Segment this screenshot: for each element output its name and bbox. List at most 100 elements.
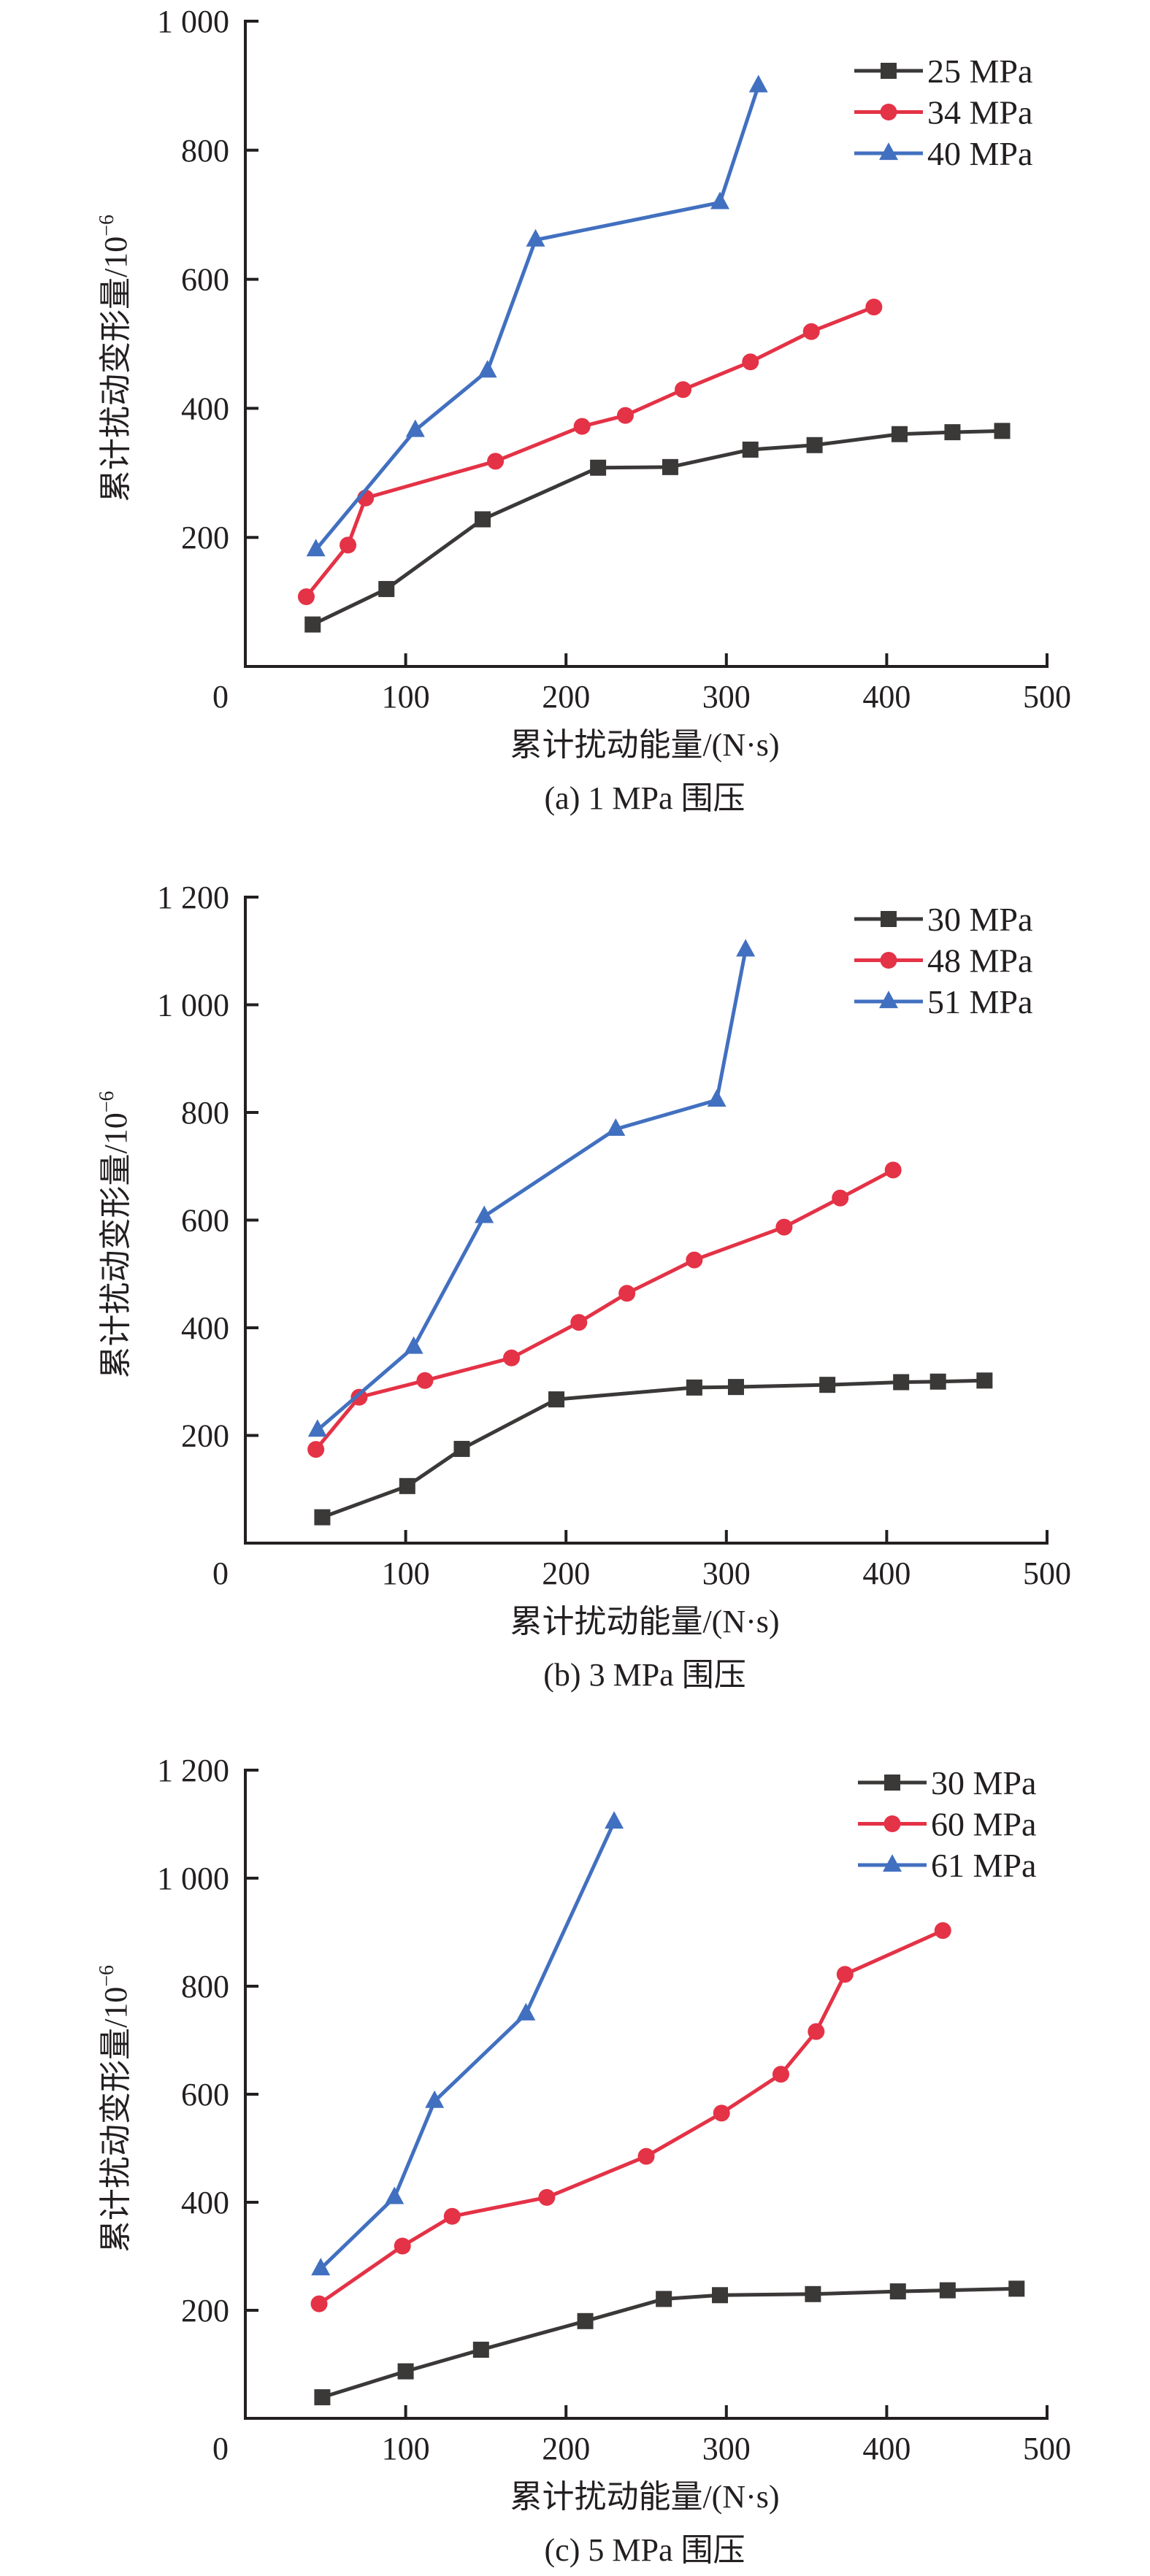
- data-point-a-0-square: [590, 459, 607, 476]
- data-point-a-1-circle: [340, 537, 357, 554]
- data-point-c-1-circle: [443, 2207, 461, 2225]
- data-point-c-0-square: [889, 2283, 906, 2300]
- data-point-c-1-circle: [637, 2148, 655, 2165]
- x-axis-title-c: 累计扰动能量/(N·s): [510, 2479, 779, 2515]
- y-axis-title-exponent-c: −6: [96, 1965, 118, 1987]
- y-tick-label-c: 200: [181, 2293, 229, 2329]
- y-tick-label-b: 600: [181, 1203, 229, 1239]
- data-point-b-2-triangle: [475, 1205, 494, 1223]
- data-point-b-0-square: [314, 1509, 331, 1526]
- data-point-a-2-triangle: [478, 360, 497, 378]
- y-tick-label-b: 400: [181, 1310, 229, 1346]
- data-point-c-1-circle: [713, 2104, 730, 2122]
- data-point-b-0-square: [399, 1477, 415, 1494]
- data-point-a-0-square: [662, 458, 678, 475]
- data-point-b-0-square: [929, 1373, 946, 1390]
- series-line-b-1: [314, 1168, 894, 1451]
- legend-item-c-0: 30 MPa: [858, 1764, 1036, 1802]
- x-tick-label-b: 0: [212, 1556, 229, 1591]
- legend-item-a-1: 34 MPa: [854, 94, 1032, 131]
- y-tick-label-a: 600: [181, 262, 229, 298]
- legend-marker-b-0-square: [881, 911, 897, 927]
- x-tick-label-a: 200: [542, 679, 590, 715]
- data-point-b-0-square: [548, 1391, 565, 1408]
- data-point-c-0-square: [397, 2363, 414, 2380]
- x-tick-label-b: 300: [702, 1556, 751, 1591]
- y-tick-label-a: 400: [181, 391, 229, 426]
- data-point-c-1-circle: [394, 2237, 411, 2255]
- legend-marker-a-0-square: [881, 63, 897, 79]
- y-tick-label-c: 600: [181, 2077, 229, 2112]
- data-point-b-1-circle: [503, 1349, 521, 1366]
- plot-area-a: [297, 74, 1011, 633]
- plot-area-b: [307, 939, 993, 1526]
- plot-area-c: [310, 1811, 1025, 2406]
- data-point-a-0-square: [742, 441, 759, 458]
- legend-label-a-1: 34 MPa: [927, 94, 1032, 131]
- data-point-b-2-triangle: [307, 1419, 327, 1437]
- data-point-b-1-circle: [686, 1251, 703, 1269]
- data-point-a-1-circle: [675, 381, 692, 399]
- x-tick-label-a: 300: [702, 679, 751, 715]
- y-tick-label-a: 200: [181, 520, 229, 555]
- legend-item-c-2: 61 MPa: [858, 1847, 1036, 1884]
- y-tick-label-a: 1 000: [157, 4, 229, 39]
- data-point-b-2-triangle: [404, 1336, 423, 1354]
- chart-panel-c: 0 100 200 300 400 500 200 400 600 800 1 000 1 200 3…: [96, 1753, 1071, 2568]
- series-line-a-0: [312, 428, 1003, 626]
- data-point-c-2-triangle: [516, 2002, 536, 2021]
- x-tick-label-c: 0: [212, 2431, 229, 2467]
- legend-marker-a-2-triangle: [879, 142, 898, 161]
- y-axis-title-c: 累计扰动变形量/10−6: [96, 1965, 134, 2253]
- data-point-c-0-square: [1008, 2280, 1025, 2297]
- legend-label-a-2: 40 MPa: [927, 135, 1032, 172]
- y-tick-label-c: 400: [181, 2185, 229, 2221]
- y-tick-label-c: 800: [181, 1969, 229, 2004]
- data-point-c-0-square: [656, 2291, 672, 2307]
- series-line-a-1: [304, 305, 875, 599]
- data-point-a-2-triangle: [748, 74, 768, 93]
- data-point-a-1-circle: [487, 453, 505, 470]
- legend-label-b-0: 30 MPa: [927, 901, 1032, 938]
- data-point-b-0-square: [727, 1379, 744, 1396]
- x-tick-label-c: 100: [382, 2431, 430, 2467]
- axes-a: 0 100 200 300 400 500 200 400 600 800 1 000: [157, 4, 1071, 715]
- data-point-a-0-square: [304, 616, 321, 633]
- y-axis-title-b: 累计扰动变形量/10−6: [96, 1091, 134, 1378]
- data-point-a-0-square: [806, 437, 823, 453]
- legend-marker-c-0-square: [884, 1775, 900, 1791]
- data-point-b-0-square: [453, 1440, 470, 1457]
- series-line-b-0: [321, 1378, 985, 1519]
- legend-marker-b-2-triangle: [879, 991, 898, 1009]
- data-point-a-0-square: [994, 423, 1011, 439]
- data-point-a-1-circle: [865, 299, 883, 316]
- data-point-a-2-triangle: [306, 539, 326, 557]
- x-tick-label-c: 400: [862, 2431, 911, 2467]
- data-point-a-2-triangle: [710, 191, 730, 209]
- data-point-c-1-circle: [310, 2295, 328, 2312]
- data-point-a-1-circle: [616, 407, 634, 424]
- legend-label-a-0: 25 MPa: [927, 53, 1032, 90]
- data-point-c-1-circle: [934, 1922, 951, 1939]
- legend-item-b-1: 48 MPa: [854, 942, 1032, 980]
- legend-item-a-2: 40 MPa: [854, 135, 1032, 172]
- data-point-c-2-triangle: [605, 1811, 624, 1829]
- data-point-b-1-circle: [416, 1372, 434, 1389]
- data-point-c-2-triangle: [311, 2258, 331, 2276]
- data-point-b-1-circle: [884, 1161, 902, 1179]
- series-line-c-1: [318, 1929, 944, 2306]
- series-line-c-0: [321, 2286, 1017, 2399]
- x-axis-title-a: 累计扰动能量/(N·s): [510, 727, 779, 763]
- data-point-c-2-triangle: [425, 2090, 445, 2108]
- y-axis-title-text-a: 累计扰动变形量/10: [98, 237, 134, 502]
- y-tick-label-b: 1 000: [157, 988, 229, 1023]
- data-point-a-1-circle: [297, 588, 315, 606]
- x-tick-label-a: 0: [212, 679, 229, 715]
- data-point-a-0-square: [891, 426, 908, 442]
- x-tick-label-b: 400: [862, 1556, 911, 1591]
- data-point-b-2-triangle: [736, 939, 756, 957]
- data-point-b-0-square: [819, 1377, 836, 1393]
- x-tick-label-c: 500: [1023, 2431, 1071, 2467]
- legend-label-c-2: 61 MPa: [931, 1847, 1036, 1884]
- panel-caption-b: (b) 3 MPa 围压: [543, 1657, 745, 1693]
